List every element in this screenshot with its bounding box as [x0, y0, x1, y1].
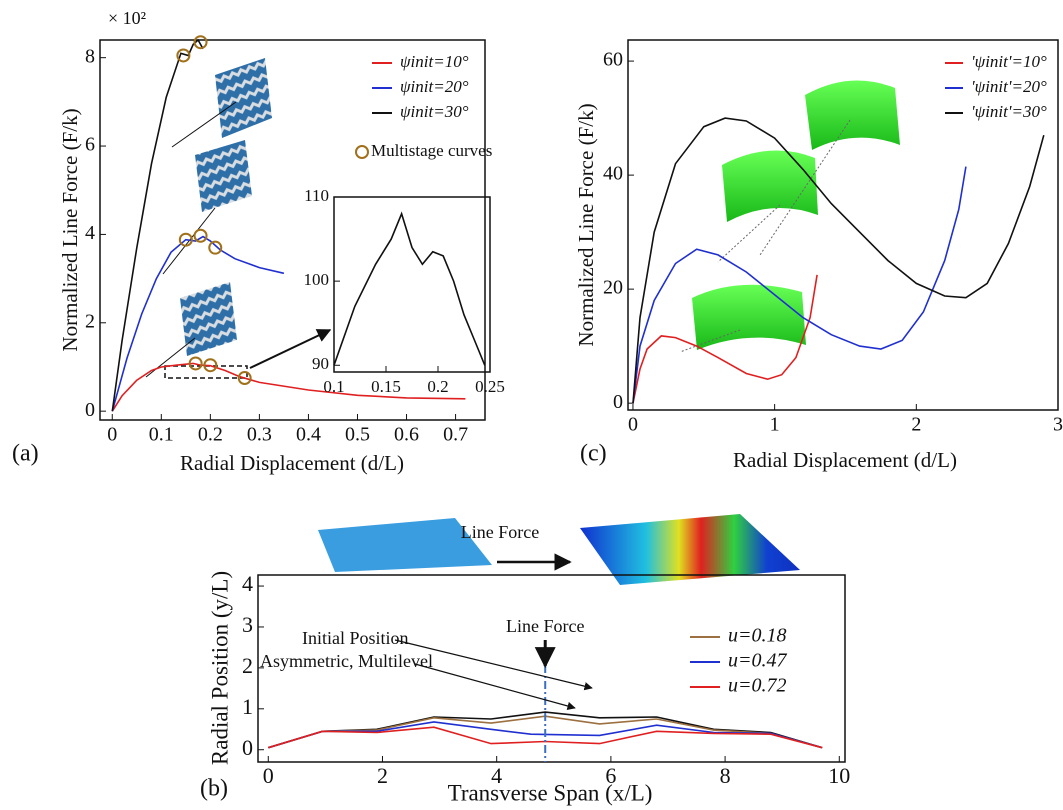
legend-label: 'ψinit'=30° — [971, 102, 1047, 121]
plot-frame — [257, 574, 846, 763]
axis-multiplier: × 10² — [108, 8, 146, 28]
y-tick-label: 0 — [242, 735, 253, 760]
y-axis-label: Normalized Line Force (F/k) — [574, 103, 598, 346]
data-line — [632, 166, 967, 404]
x-axis-label: Transverse Span (x/L) — [448, 780, 653, 805]
arrow — [394, 639, 593, 691]
marker — [237, 371, 252, 386]
y-tick-label: 4 — [85, 222, 95, 244]
legend-label: 'ψinit'=10° — [971, 52, 1047, 71]
x-tick-label: 10 — [828, 763, 850, 788]
legend-label: u=0.47 — [728, 650, 787, 672]
legend-label: ψinit=30° — [400, 102, 469, 121]
annotation: Asymmetric, Multilevel — [260, 651, 433, 671]
x-tick-label: 0.7 — [443, 424, 468, 446]
y-tick-label: 3 — [242, 612, 253, 637]
marker — [203, 358, 218, 373]
x-tick-label: 0.1 — [323, 377, 344, 396]
panel-label: (a) — [12, 441, 39, 467]
y-tick-label: 0 — [613, 391, 623, 413]
x-tick-label: 0.1 — [149, 424, 174, 446]
marker — [176, 48, 191, 63]
y-tick-label: 6 — [85, 134, 95, 156]
y-tick-label: 100 — [304, 270, 330, 289]
x-tick-label: 3 — [1053, 414, 1063, 436]
decoration — [679, 80, 900, 353]
marker — [193, 35, 208, 50]
x-tick-label: 6 — [605, 763, 616, 788]
y-axis-label: Normalized Line Force (F/k) — [58, 108, 82, 351]
legend-marker — [355, 145, 369, 159]
marker — [188, 356, 203, 371]
annotation: Line Force — [461, 522, 539, 542]
arrow — [414, 663, 576, 711]
x-tick-label: 4 — [491, 763, 502, 788]
y-tick-label: 60 — [603, 49, 623, 71]
x-tick-label: 0.15 — [371, 377, 401, 396]
legend-label: Multistage curves — [371, 141, 492, 160]
plot-frame — [99, 39, 486, 421]
data-line — [632, 274, 818, 404]
data-line — [111, 235, 285, 412]
x-tick-label: 2 — [911, 414, 921, 436]
x-tick-label: 0.5 — [345, 424, 370, 446]
marker — [178, 232, 193, 247]
x-axis-label: Radial Displacement (d/L) — [180, 451, 404, 475]
data-line — [111, 38, 204, 412]
y-tick-label: 2 — [85, 310, 95, 332]
marker — [208, 240, 223, 255]
data-line — [333, 211, 486, 366]
data-line — [632, 117, 1045, 404]
x-axis-label: Radial Displacement (d/L) — [733, 448, 957, 472]
legend-label: u=0.72 — [728, 675, 787, 697]
x-tick-label: 0 — [628, 414, 638, 436]
y-tick-label: 40 — [603, 163, 623, 185]
data-line — [111, 362, 466, 412]
plot-frame — [627, 39, 1059, 411]
x-tick-label: 0.6 — [394, 424, 419, 446]
legend-label: ψinit=10° — [400, 52, 469, 71]
y-tick-label: 2 — [242, 653, 253, 678]
y-axis-label: Radial Position (y/L) — [207, 571, 232, 765]
y-tick-label: 0 — [85, 399, 95, 421]
panel-label: (b) — [200, 776, 228, 802]
x-tick-label: 1 — [770, 414, 780, 436]
x-tick-label: 0 — [107, 424, 117, 446]
x-tick-label: 2 — [377, 763, 388, 788]
x-tick-label: 0.3 — [247, 424, 272, 446]
panel-label: (c) — [580, 441, 607, 467]
x-tick-label: 0 — [263, 763, 274, 788]
decoration — [318, 514, 800, 585]
x-tick-label: 8 — [720, 763, 731, 788]
y-tick-label: 8 — [85, 45, 95, 67]
annotation: Line Force — [506, 616, 584, 636]
y-tick-label: 20 — [603, 277, 623, 299]
y-tick-label: 110 — [304, 186, 329, 205]
legend-label: ψinit=20° — [400, 77, 469, 96]
y-tick-label: 90 — [312, 354, 329, 373]
legend-label: u=0.18 — [728, 625, 787, 647]
x-tick-label: 0.2 — [198, 424, 223, 446]
y-tick-label: 4 — [242, 571, 253, 596]
annotation: Initial Position — [302, 628, 409, 648]
marker — [193, 228, 208, 243]
y-tick-label: 1 — [242, 694, 253, 719]
x-tick-label: 0.4 — [296, 424, 321, 446]
legend-label: 'ψinit'=20° — [971, 77, 1047, 96]
plot-frame — [333, 196, 491, 373]
x-tick-label: 0.2 — [427, 377, 448, 396]
x-tick-label: 0.25 — [475, 377, 505, 396]
decoration — [145, 58, 332, 379]
